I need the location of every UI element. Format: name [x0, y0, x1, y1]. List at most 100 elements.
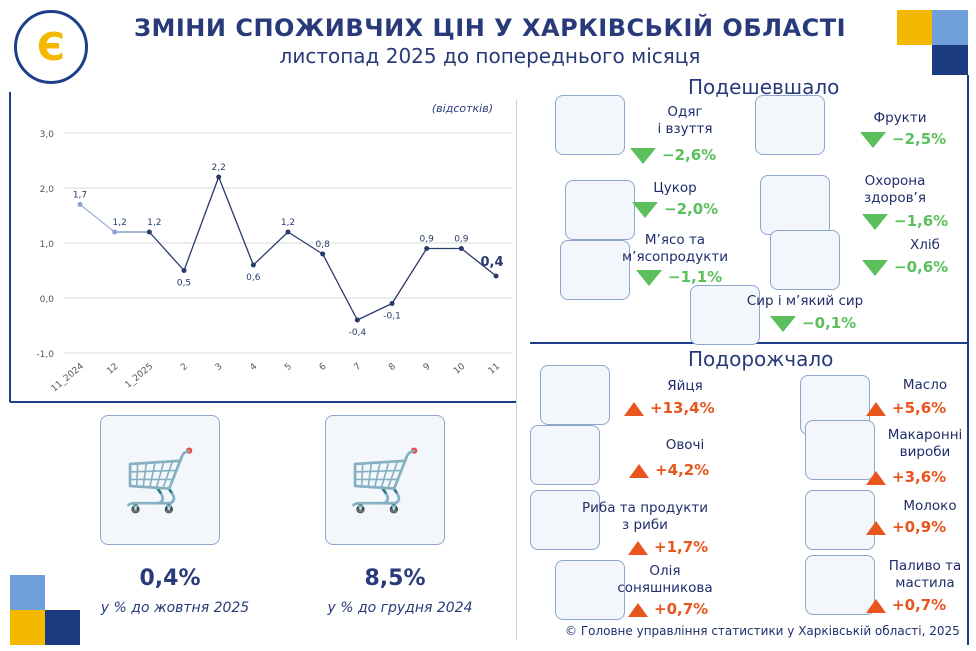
footer-copyright: © Головне управління статистики у Харків… [565, 624, 960, 638]
vegetables-icon [530, 425, 600, 485]
down-triangle-icon [862, 213, 888, 230]
summary-month-value: 0,4% [139, 566, 201, 591]
deco-square-navy [45, 610, 80, 645]
data-point [77, 202, 83, 207]
data-point [493, 273, 499, 279]
pricier-title: Подорожчало [688, 347, 834, 371]
series-segment [218, 176, 254, 266]
cheaper-item-label: М’ясо та м’ясопродукти [621, 232, 729, 265]
x-tick-label: 1_2025 [123, 362, 155, 391]
derzhstat-logo: Є [14, 10, 88, 84]
data-point [250, 262, 256, 268]
data-point [424, 246, 430, 251]
cheaper-item-percent: −1,6% [894, 212, 949, 230]
y-tick-label: -1,0 [36, 350, 54, 360]
data-label: 0,9 [454, 235, 469, 245]
cheaper-item-value: −2,5% [860, 130, 946, 148]
up-triangle-icon [866, 401, 886, 416]
fruit-icon [755, 95, 825, 155]
series-segment [79, 203, 116, 233]
x-tick-label: 9 [422, 361, 433, 373]
pricier-item-value: +13,4% [624, 399, 715, 417]
pricier-item-percent: +1,7% [654, 538, 709, 556]
cheaper-item-percent: −2,6% [662, 146, 717, 164]
y-tick-label: 1,0 [40, 240, 55, 250]
deco-square-yellow [10, 610, 45, 645]
series-segment [183, 176, 220, 271]
down-triangle-icon [630, 147, 656, 164]
x-tick-label: 5 [283, 362, 294, 373]
pricier-item-value: +3,6% [866, 468, 946, 486]
up-triangle-icon [629, 463, 649, 478]
fish-icon [530, 490, 600, 550]
pricier-item-percent: +5,6% [892, 399, 947, 417]
cheaper-item-label: Сир і м’який сир [746, 293, 864, 309]
data-point [146, 229, 152, 235]
y-tick-label: 2,0 [40, 185, 55, 195]
data-point [354, 317, 360, 323]
up-triangle-icon [628, 602, 648, 617]
up-triangle-icon [866, 470, 886, 485]
cheaper-item-label: Фрукти [873, 110, 927, 126]
cheese-icon [690, 285, 760, 345]
up-triangle-icon [866, 520, 886, 535]
clothes-icon [555, 95, 625, 155]
cheaper-item-value: −0,6% [862, 258, 948, 276]
series-segment [287, 231, 324, 255]
cheaper-item-percent: −2,5% [892, 130, 947, 148]
cheaper-item-value: −2,0% [632, 200, 718, 218]
pricier-item-label: Олія соняшникова [617, 563, 713, 596]
pricier-item-label: Риба та продукти з риби [581, 500, 708, 533]
cheaper-item-percent: −1,1% [668, 268, 723, 286]
pricier-item-percent: +4,2% [655, 461, 710, 479]
up-triangle-icon [624, 401, 644, 416]
pricier-item-percent: +3,6% [892, 468, 947, 486]
deco-square-yellow [897, 10, 932, 45]
sugar-icon [565, 180, 635, 240]
data-point [216, 174, 222, 180]
summary-year-caption: у % до грудня 2024 [327, 600, 473, 616]
series-segment [391, 248, 428, 304]
pasta-icon [805, 420, 875, 480]
data-label: 0,5 [177, 279, 191, 289]
bread-icon [770, 230, 840, 290]
down-triangle-icon [632, 201, 658, 218]
pricier-item-value: +4,2% [629, 461, 709, 479]
data-point [112, 229, 118, 235]
pricier-item-label: Макаронні вироби [887, 427, 963, 460]
pricier-item-value: +0,7% [628, 600, 708, 618]
pricier-item-label: Молоко [903, 498, 957, 514]
right-border [967, 75, 969, 645]
data-label: 1,2 [147, 218, 161, 228]
cheaper-item-label: Хліб [910, 237, 940, 253]
data-label: 0,8 [316, 240, 331, 250]
pricier-item-value: +0,9% [866, 518, 946, 536]
data-point [389, 301, 395, 306]
pricier-item-value: +5,6% [866, 399, 946, 417]
series-segment [148, 231, 185, 271]
deco-square-lightblue [932, 10, 968, 45]
data-label: 2,2 [212, 163, 226, 173]
cheaper-item-label: Цукор [653, 180, 697, 196]
cheaper-item-percent: −2,0% [664, 200, 719, 218]
left-border [9, 92, 11, 402]
cheaper-item-value: −0,1% [770, 314, 856, 332]
cpi-line-chart: (відсотків) 3,0 2,0 1,0 0,0 -1,011_2024 12 1_20… [36, 102, 512, 394]
pricier-item-label: Овочі [665, 437, 705, 453]
cheaper-item-value: −2,6% [630, 146, 716, 164]
cheaper-item-percent: −0,1% [802, 314, 857, 332]
cheaper-item-percent: −0,6% [894, 258, 949, 276]
fuel-icon [805, 555, 875, 615]
deco-square-lightblue [10, 575, 45, 610]
pricier-item-percent: +0,7% [654, 600, 709, 618]
x-tick-label: 11 [487, 362, 502, 377]
x-tick-label: 7 [352, 362, 363, 373]
data-label: 0,6 [246, 273, 261, 283]
pricier-item-percent: +13,4% [650, 399, 715, 417]
pricier-item-label: Яйця [667, 378, 703, 394]
series-segment [322, 253, 358, 321]
cheaper-item-value: −1,6% [862, 212, 948, 230]
x-tick-label: 8 [387, 361, 398, 373]
down-triangle-icon [636, 269, 662, 286]
up-triangle-icon [628, 540, 648, 555]
